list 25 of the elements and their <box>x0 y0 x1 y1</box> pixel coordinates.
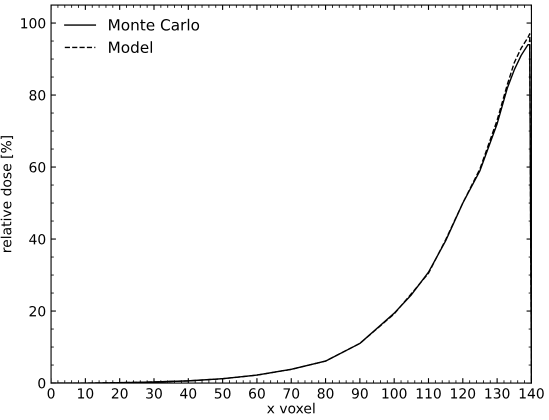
y-tick-label: 40 <box>29 234 46 245</box>
x-tick-label: 0 <box>48 388 55 399</box>
legend-label: Monte Carlo <box>109 18 200 31</box>
y-tick-label: 60 <box>29 162 46 173</box>
x-tick-label: 10 <box>78 388 94 399</box>
x-tick-label: 70 <box>284 388 300 399</box>
x-tick-label: 120 <box>451 388 476 399</box>
x-tick-label: 50 <box>214 388 231 399</box>
x-tick-label: 140 <box>520 388 544 399</box>
x-tick-label: 60 <box>249 388 265 399</box>
x-tick-label: 130 <box>485 388 510 399</box>
y-axis-title: relative dose [%] <box>0 136 14 252</box>
x-tick-label: 90 <box>352 388 368 399</box>
y-tick-label: 0 <box>38 378 46 389</box>
x-tick-label: 30 <box>146 388 162 399</box>
x-tick-label: 80 <box>318 388 334 399</box>
x-axis-title: x voxel <box>267 402 314 414</box>
y-tick-label: 80 <box>29 90 46 101</box>
legend-label: Model <box>109 41 152 54</box>
x-tick-label: 40 <box>180 388 196 399</box>
y-tick-label: 100 <box>21 18 46 29</box>
y-tick-label: 20 <box>30 306 46 317</box>
x-tick-label: 110 <box>416 388 441 399</box>
x-tick-label: 100 <box>382 388 407 399</box>
x-tick-label: 20 <box>112 388 128 399</box>
